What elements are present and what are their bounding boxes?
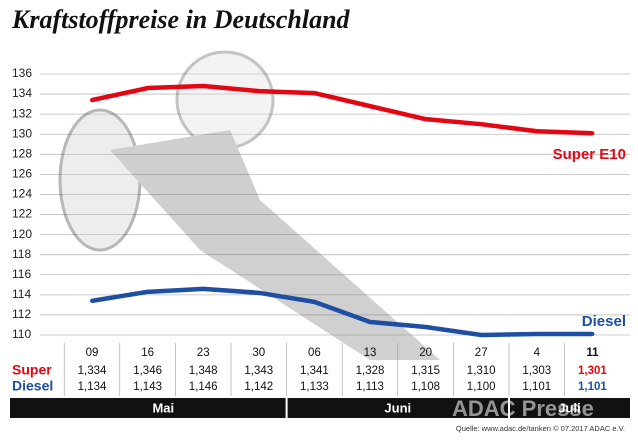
point bbox=[312, 91, 317, 96]
value-label: 1,101 bbox=[578, 381, 607, 393]
month-label: Juli bbox=[558, 400, 580, 415]
x-tick-label: 09 bbox=[86, 347, 99, 359]
y-tick-label: 134 bbox=[12, 86, 32, 100]
value-label: 1,143 bbox=[133, 381, 162, 393]
point bbox=[590, 131, 595, 136]
row-label: Super bbox=[12, 362, 52, 378]
x-tick-label: 23 bbox=[197, 347, 210, 359]
line-series bbox=[91, 286, 593, 338]
series-label: Super E10 bbox=[553, 146, 626, 163]
value-label: 1,303 bbox=[522, 365, 551, 377]
value-label: 1,346 bbox=[133, 365, 162, 377]
value-label: 1,348 bbox=[189, 365, 218, 377]
point bbox=[90, 98, 94, 103]
point bbox=[534, 129, 539, 134]
month-label: Juni bbox=[384, 400, 411, 415]
source: Quelle: www.adac.de/tanken © 07.2017 ADA… bbox=[456, 424, 625, 433]
value-label: 1,341 bbox=[300, 365, 329, 377]
point bbox=[312, 299, 317, 304]
line-series bbox=[91, 83, 593, 136]
value-label: 1,134 bbox=[78, 381, 107, 393]
point bbox=[479, 122, 484, 127]
month-bar bbox=[10, 398, 630, 418]
value-label: 1,328 bbox=[356, 365, 385, 377]
y-tick-label: 128 bbox=[12, 146, 32, 160]
point bbox=[534, 331, 539, 336]
x-tick-label: 20 bbox=[419, 347, 432, 359]
y-tick-label: 120 bbox=[12, 227, 32, 241]
y-tick-label: 132 bbox=[12, 106, 32, 120]
x-tick-label: 27 bbox=[475, 347, 488, 359]
point bbox=[423, 324, 428, 329]
row-label: Diesel bbox=[12, 378, 53, 394]
series-label: Diesel bbox=[582, 313, 626, 330]
value-label: 1,315 bbox=[411, 365, 440, 377]
value-label: 1,108 bbox=[411, 381, 440, 393]
y-tick-label: 118 bbox=[12, 247, 31, 261]
x-tick-label: 06 bbox=[308, 347, 321, 359]
point bbox=[590, 331, 595, 336]
point bbox=[201, 84, 206, 89]
watermark: ADAC Presse bbox=[452, 396, 594, 421]
point bbox=[368, 319, 372, 324]
month-label: Mai bbox=[152, 400, 174, 415]
point bbox=[368, 104, 372, 109]
y-tick-label: 126 bbox=[12, 167, 32, 181]
value-label: 1,100 bbox=[467, 381, 496, 393]
pump-illustration bbox=[58, 50, 440, 360]
value-label: 1,301 bbox=[578, 365, 607, 377]
point bbox=[90, 298, 94, 303]
chart-title: Kraftstoffpreise in Deutschland bbox=[11, 5, 351, 34]
point bbox=[145, 289, 150, 294]
y-tick-label: 124 bbox=[12, 187, 32, 201]
x-tick-label: 4 bbox=[534, 347, 541, 359]
x-tick-label: 11 bbox=[586, 347, 599, 359]
point bbox=[256, 89, 261, 94]
value-label: 1,101 bbox=[522, 381, 551, 393]
value-label: 1,343 bbox=[244, 365, 273, 377]
value-label: 1,146 bbox=[189, 381, 218, 393]
y-tick-label: 130 bbox=[12, 126, 32, 140]
value-label: 1,334 bbox=[78, 365, 107, 377]
y-tick-label: 136 bbox=[12, 66, 32, 80]
y-tick-label: 122 bbox=[12, 207, 32, 221]
value-label: 1,133 bbox=[300, 381, 329, 393]
y-tick-label: 116 bbox=[12, 267, 31, 281]
point bbox=[145, 86, 150, 91]
value-label: 1,310 bbox=[467, 365, 496, 377]
x-tick-label: 16 bbox=[141, 347, 154, 359]
point bbox=[256, 290, 261, 295]
y-tick-label: 114 bbox=[12, 287, 31, 301]
value-label: 1,113 bbox=[356, 381, 384, 393]
x-tick-label: 13 bbox=[364, 347, 377, 359]
point bbox=[201, 286, 206, 291]
x-tick-label: 30 bbox=[252, 347, 265, 359]
value-label: 1,142 bbox=[244, 381, 273, 393]
point bbox=[479, 333, 484, 337]
y-tick-label: 110 bbox=[12, 327, 31, 341]
point bbox=[423, 117, 428, 122]
y-tick-label: 112 bbox=[12, 307, 31, 321]
